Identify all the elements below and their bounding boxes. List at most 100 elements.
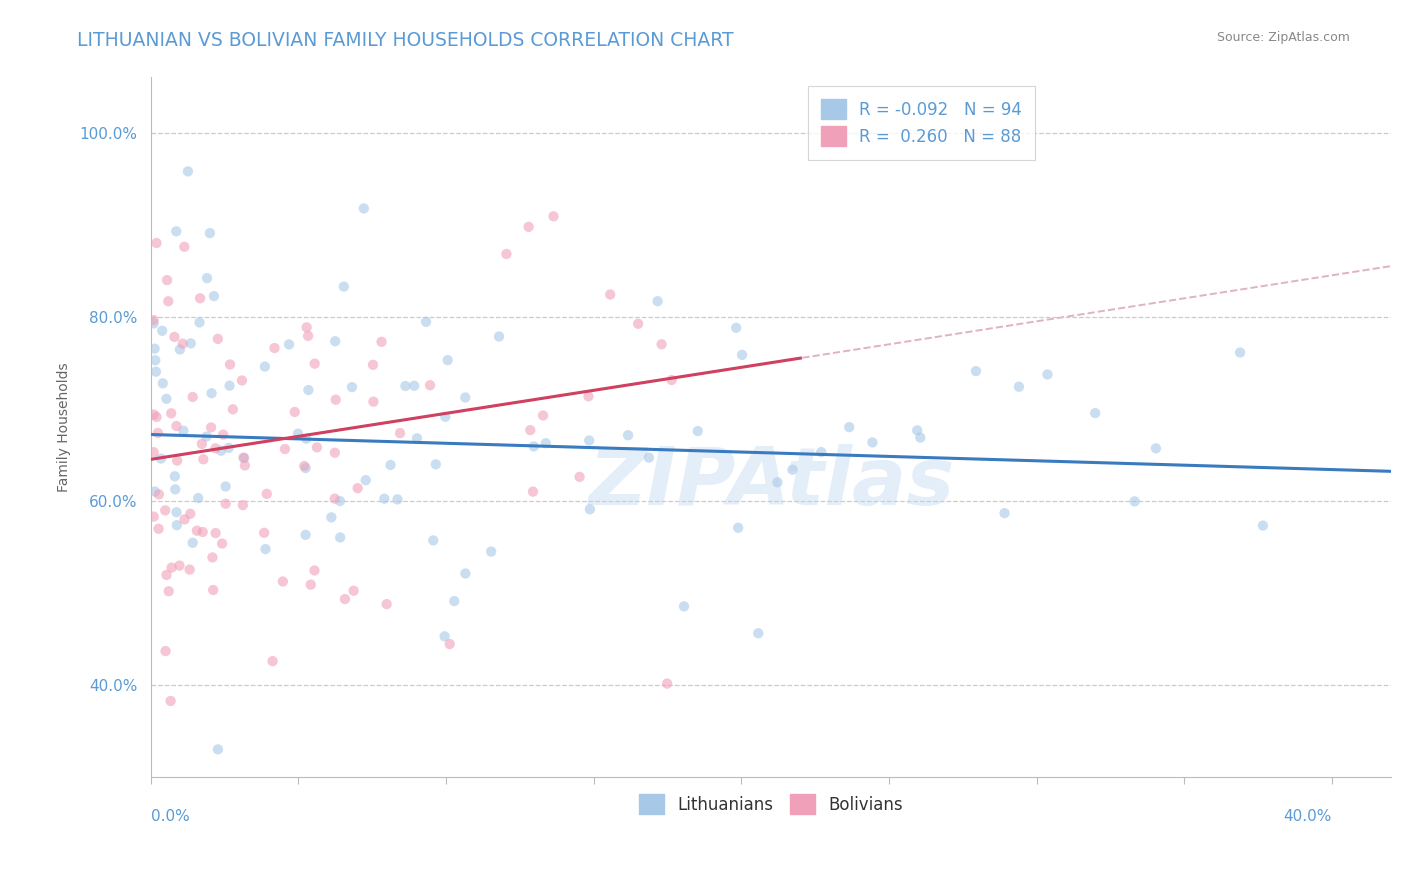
Point	[304, 564, 326, 578]
Point	[422, 533, 444, 548]
Point	[218, 378, 240, 392]
Point	[672, 599, 695, 614]
Point	[343, 583, 366, 598]
Point	[142, 313, 165, 327]
Point	[353, 202, 375, 216]
Point	[404, 378, 426, 392]
Point	[233, 450, 256, 465]
Point	[201, 550, 224, 565]
Point	[325, 392, 347, 407]
Point	[232, 498, 254, 512]
Point	[278, 337, 301, 351]
Point	[297, 383, 319, 397]
Point	[657, 676, 679, 690]
Point	[433, 629, 456, 643]
Point	[373, 491, 395, 506]
Point	[146, 425, 169, 440]
Point	[321, 510, 343, 524]
Point	[810, 445, 832, 459]
Point	[165, 483, 187, 497]
Point	[747, 626, 769, 640]
Point	[305, 441, 328, 455]
Point	[209, 443, 232, 458]
Point	[1084, 406, 1107, 420]
Point	[253, 525, 276, 540]
Point	[727, 521, 749, 535]
Point	[661, 373, 683, 387]
Point	[295, 320, 318, 334]
Point	[1229, 345, 1251, 359]
Point	[638, 450, 661, 465]
Point	[329, 494, 352, 508]
Point	[522, 484, 544, 499]
Point	[179, 507, 201, 521]
Point	[333, 279, 356, 293]
Point	[517, 219, 540, 234]
Point	[333, 592, 356, 607]
Point	[297, 329, 319, 343]
Point	[363, 394, 385, 409]
Point	[173, 512, 195, 526]
Point	[160, 406, 183, 420]
Point	[163, 330, 186, 344]
Point	[346, 481, 368, 495]
Point	[207, 332, 229, 346]
Point	[519, 423, 541, 437]
Point	[142, 317, 165, 331]
Point	[177, 164, 200, 178]
Point	[389, 426, 412, 441]
Point	[202, 289, 225, 303]
Point	[143, 342, 166, 356]
Point	[202, 582, 225, 597]
Point	[160, 560, 183, 574]
Point	[157, 294, 180, 309]
Point	[419, 378, 441, 392]
Point	[181, 390, 204, 404]
Point	[193, 452, 215, 467]
Point	[905, 423, 928, 437]
Point	[370, 334, 392, 349]
Point	[169, 343, 191, 357]
Point	[434, 409, 457, 424]
Point	[323, 491, 346, 506]
Point	[157, 584, 180, 599]
Point	[568, 470, 591, 484]
Point	[340, 380, 363, 394]
Point	[222, 402, 245, 417]
Legend: Lithuanians, Bolivians: Lithuanians, Bolivians	[633, 788, 910, 821]
Point	[187, 491, 209, 505]
Point	[148, 522, 170, 536]
Point	[204, 526, 226, 541]
Point	[329, 531, 352, 545]
Point	[165, 419, 187, 434]
Point	[1123, 494, 1146, 508]
Point	[145, 365, 167, 379]
Point	[284, 405, 307, 419]
Point	[292, 458, 315, 473]
Point	[534, 436, 557, 450]
Point	[163, 469, 186, 483]
Point	[155, 644, 177, 658]
Point	[254, 542, 277, 557]
Point	[495, 247, 517, 261]
Point	[439, 637, 461, 651]
Text: 40.0%: 40.0%	[1284, 809, 1331, 824]
Point	[256, 487, 278, 501]
Point	[479, 544, 502, 558]
Text: 0.0%: 0.0%	[150, 809, 190, 824]
Point	[579, 502, 602, 516]
Point	[263, 341, 285, 355]
Point	[910, 431, 932, 445]
Point	[443, 594, 465, 608]
Point	[647, 294, 669, 309]
Point	[782, 463, 804, 477]
Point	[214, 479, 236, 493]
Point	[156, 273, 179, 287]
Point	[143, 353, 166, 368]
Point	[686, 424, 709, 438]
Point	[406, 431, 429, 445]
Point	[299, 577, 322, 591]
Point	[207, 742, 229, 756]
Point	[354, 473, 377, 487]
Point	[651, 337, 673, 351]
